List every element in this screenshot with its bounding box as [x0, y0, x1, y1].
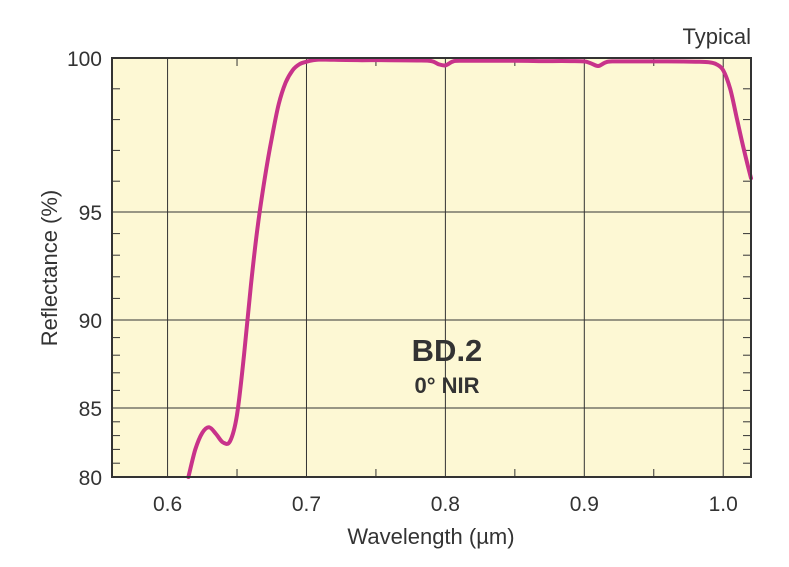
- plot-background: [112, 58, 751, 477]
- y-tick-label: 85: [79, 398, 102, 421]
- plot-frame: [111, 57, 752, 478]
- y-axis-title: Reflectance (%): [37, 190, 62, 347]
- annotation-subtitle: 0° NIR: [414, 373, 479, 398]
- y-tick-label: 80: [79, 467, 102, 490]
- reflectance-line: [186, 57, 753, 479]
- x-tick-labels: 0.6 0.7 0.8 0.9 1.0: [153, 493, 738, 516]
- y-tick-label: 100: [67, 48, 102, 71]
- typical-note: Typical: [683, 24, 751, 49]
- x-tick-label: 0.7: [292, 493, 321, 516]
- y-tick-label: 95: [79, 202, 102, 225]
- x-tick-label: 0.9: [570, 493, 599, 516]
- y-tick-label: 90: [79, 310, 102, 333]
- x-tick-label: 1.0: [709, 493, 738, 516]
- x-tick-label: 0.8: [431, 493, 460, 516]
- series-group: [186, 57, 753, 479]
- annotation-title: BD.2: [412, 333, 483, 368]
- y-tick-labels: 80 85 90 95 100: [67, 48, 102, 490]
- x-axis-title: Wavelength (µm): [347, 524, 514, 549]
- x-tick-label: 0.6: [153, 493, 182, 516]
